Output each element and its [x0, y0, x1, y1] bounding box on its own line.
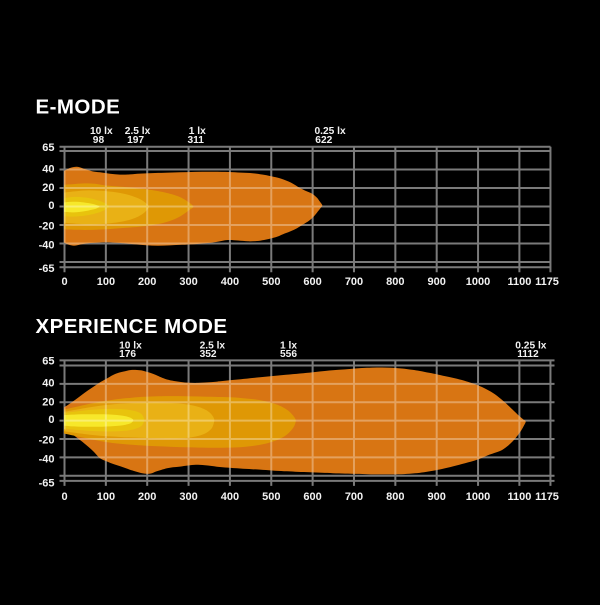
svg-text:600: 600	[303, 491, 321, 503]
svg-text:311: 311	[188, 135, 205, 146]
svg-text:-20: -20	[39, 221, 55, 233]
svg-text:10 lx: 10 lx	[90, 126, 113, 137]
svg-text:600: 600	[303, 276, 321, 288]
svg-text:500: 500	[262, 276, 280, 288]
svg-text:800: 800	[386, 491, 404, 503]
svg-text:622: 622	[315, 135, 332, 146]
svg-text:400: 400	[221, 491, 239, 503]
svg-text:1100: 1100	[507, 276, 531, 288]
svg-text:300: 300	[179, 491, 197, 503]
svg-text:400: 400	[221, 276, 239, 288]
svg-text:1000: 1000	[466, 491, 490, 503]
svg-text:352: 352	[200, 349, 217, 360]
svg-text:1175: 1175	[535, 276, 559, 288]
svg-text:800: 800	[386, 276, 404, 288]
svg-text:900: 900	[428, 491, 446, 503]
svg-text:0: 0	[61, 491, 67, 503]
svg-text:1112: 1112	[517, 349, 539, 360]
svg-text:0.25 lx: 0.25 lx	[515, 341, 546, 352]
svg-text:65: 65	[42, 356, 54, 368]
svg-text:500: 500	[262, 491, 280, 503]
svg-text:100: 100	[97, 276, 115, 288]
svg-text:E-MODE: E-MODE	[36, 96, 121, 119]
svg-text:200: 200	[138, 491, 156, 503]
svg-text:700: 700	[345, 276, 363, 288]
svg-text:176: 176	[119, 349, 136, 360]
svg-text:2.5 lx: 2.5 lx	[125, 126, 151, 137]
svg-text:0: 0	[61, 276, 67, 288]
svg-text:0: 0	[48, 200, 54, 212]
svg-text:1 lx: 1 lx	[189, 126, 206, 137]
svg-text:700: 700	[345, 491, 363, 503]
svg-text:1100: 1100	[507, 491, 531, 503]
svg-text:40: 40	[42, 378, 54, 390]
svg-text:-65: -65	[39, 263, 55, 275]
svg-text:100: 100	[97, 491, 115, 503]
svg-text:-65: -65	[39, 477, 55, 489]
svg-text:197: 197	[127, 135, 144, 146]
svg-text:-20: -20	[39, 435, 55, 447]
svg-text:40: 40	[42, 163, 54, 175]
svg-text:556: 556	[280, 349, 297, 360]
svg-text:20: 20	[42, 397, 54, 409]
svg-text:2.5 lx: 2.5 lx	[200, 341, 226, 352]
svg-text:0: 0	[48, 414, 54, 426]
svg-text:300: 300	[179, 276, 197, 288]
svg-text:1000: 1000	[466, 276, 490, 288]
svg-text:65: 65	[42, 142, 54, 154]
svg-text:20: 20	[42, 182, 54, 194]
svg-text:1 lx: 1 lx	[280, 341, 297, 352]
svg-text:-40: -40	[39, 453, 55, 465]
svg-text:-40: -40	[39, 240, 55, 252]
svg-text:XPERIENCE MODE: XPERIENCE MODE	[36, 315, 228, 338]
svg-text:10 lx: 10 lx	[119, 341, 142, 352]
svg-text:0.25 lx: 0.25 lx	[315, 126, 346, 137]
svg-text:98: 98	[93, 135, 105, 146]
svg-text:900: 900	[428, 276, 446, 288]
svg-text:1175: 1175	[535, 491, 559, 503]
svg-text:200: 200	[138, 276, 156, 288]
